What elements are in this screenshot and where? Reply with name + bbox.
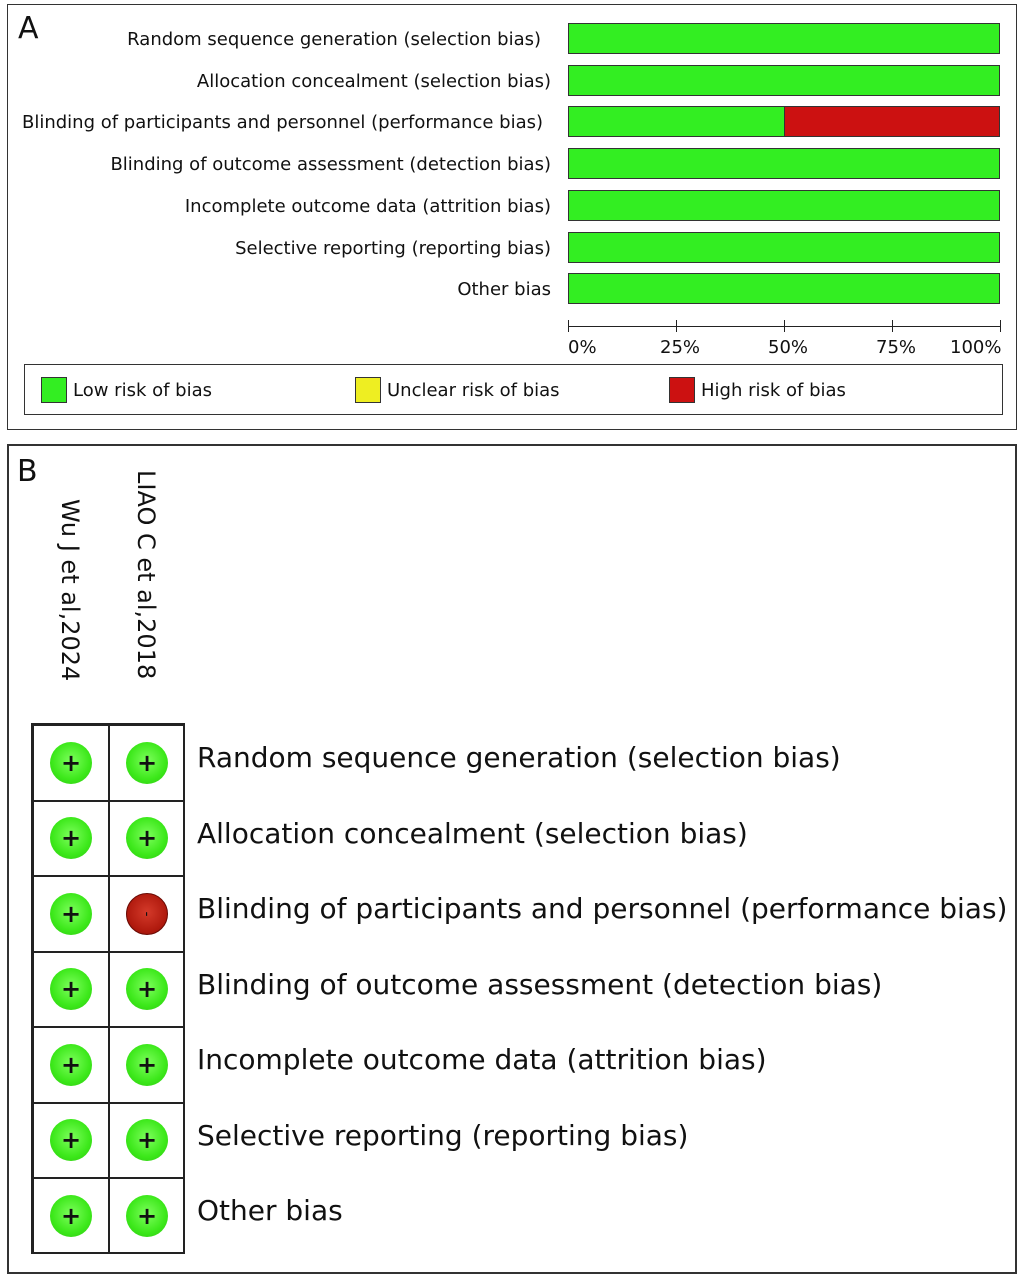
judgement-cell: + xyxy=(33,1102,109,1178)
legend-item: Low risk of bias xyxy=(41,377,212,403)
high-risk-dot: - xyxy=(126,892,168,935)
judgement-symbol: + xyxy=(136,824,158,853)
legend-item: Unclear risk of bias xyxy=(355,377,560,403)
domain-label: Blinding of participants and personnel (… xyxy=(21,112,543,134)
legend-swatch xyxy=(41,377,67,403)
legend-swatch xyxy=(669,377,695,403)
bar-segment-low-risk-of-bias xyxy=(569,149,999,179)
judgement-symbol: + xyxy=(60,1126,82,1155)
domain-label: Blinding of outcome assessment (detectio… xyxy=(110,154,551,176)
domain-label: Incomplete outcome data (attrition bias) xyxy=(197,1043,767,1076)
judgement-cell: + xyxy=(33,1027,109,1103)
domain-label: Other bias xyxy=(457,279,551,301)
low-risk-dot: + xyxy=(50,968,92,1011)
judgement-cell: + xyxy=(33,876,109,952)
low-risk-dot: + xyxy=(50,1119,92,1162)
low-risk-dot: + xyxy=(126,1119,168,1162)
legend: Low risk of bias Unclear risk of bias High… xyxy=(24,364,1003,415)
x-tick-label: 50% xyxy=(768,337,809,358)
judgement-cell: + xyxy=(33,725,109,801)
bar-row xyxy=(568,148,1000,180)
judgement-symbol: + xyxy=(60,748,82,777)
judgement-symbol: + xyxy=(60,824,82,853)
domain-label: Blinding of participants and personnel (… xyxy=(197,892,1008,925)
judgement-symbol: + xyxy=(60,899,82,928)
domain-label: Random sequence generation (selection bi… xyxy=(127,29,541,50)
study-header: LIAO C et al,2018 xyxy=(132,470,160,680)
bar-segment-low-risk-of-bias xyxy=(569,24,999,53)
bar-row xyxy=(568,23,1000,54)
domain-label: Other bias xyxy=(197,1194,343,1227)
bar-segment-low-risk-of-bias xyxy=(569,65,999,95)
legend-label: Low risk of bias xyxy=(73,379,212,401)
domain-label: Random sequence generation (selection bi… xyxy=(197,741,841,774)
judgement-symbol: + xyxy=(60,1050,82,1079)
bar-row xyxy=(568,106,1000,138)
x-tick-label: 75% xyxy=(876,337,917,358)
x-tick-label: 25% xyxy=(660,337,701,358)
domain-label: Allocation concealment (selection bias) xyxy=(197,816,748,850)
judgement-cell: + xyxy=(109,1178,185,1254)
bar-segment-low-risk-of-bias xyxy=(569,274,999,304)
judgement-cell: + xyxy=(109,1027,185,1103)
bar-row xyxy=(568,189,1000,221)
low-risk-dot: + xyxy=(126,968,168,1011)
bar-segment-low-risk-of-bias xyxy=(569,107,784,137)
judgement-symbol: + xyxy=(136,1050,158,1079)
judgement-cell: - xyxy=(109,876,185,952)
judgement-symbol: + xyxy=(136,748,158,777)
judgement-symbol: + xyxy=(136,975,158,1004)
bar-segment-low-risk-of-bias xyxy=(569,232,999,262)
domain-label: Selective reporting (reporting bias) xyxy=(197,1118,689,1152)
judgement-symbol: + xyxy=(136,1201,158,1230)
bar-row xyxy=(568,231,1000,263)
x-tick xyxy=(784,320,785,332)
low-risk-dot: + xyxy=(50,817,92,860)
low-risk-dot: + xyxy=(126,817,168,860)
low-risk-dot: + xyxy=(126,1194,168,1237)
legend-swatch xyxy=(355,377,381,403)
judgement-grid: + + + + + - + + + + + + + + xyxy=(31,723,185,1254)
x-tick-label: 100% xyxy=(950,337,1002,358)
domain-label: Allocation concealment (selection bias) xyxy=(196,70,551,92)
risk-of-bias-summary-chart: A Random sequence generation (selection … xyxy=(7,4,1017,430)
legend-label: High risk of bias xyxy=(701,379,846,401)
legend-item: High risk of bias xyxy=(669,377,846,403)
low-risk-dot: + xyxy=(50,892,92,935)
x-tick xyxy=(676,320,677,332)
domain-label: Blinding of outcome assessment (detectio… xyxy=(197,967,883,1001)
bar-row xyxy=(568,64,1000,96)
low-risk-dot: + xyxy=(126,1043,168,1086)
judgement-cell: + xyxy=(109,725,185,801)
low-risk-dot: + xyxy=(126,741,168,784)
judgement-symbol: + xyxy=(60,1201,82,1230)
panel-letter-b: B xyxy=(17,454,38,489)
judgement-symbol: + xyxy=(136,1126,158,1155)
domain-label: Selective reporting (reporting bias) xyxy=(235,237,551,259)
low-risk-dot: + xyxy=(50,1043,92,1086)
x-tick xyxy=(892,320,893,332)
judgement-symbol: - xyxy=(139,911,155,917)
risk-of-bias-graph: B Wu J et al,2024 LIAO C et al,2018 + + + + +… xyxy=(7,444,1017,1274)
x-tick xyxy=(1000,320,1001,332)
judgement-cell: + xyxy=(109,951,185,1027)
judgement-cell: + xyxy=(33,1178,109,1254)
judgement-cell: + xyxy=(109,800,185,876)
low-risk-dot: + xyxy=(50,1194,92,1237)
judgement-cell: + xyxy=(33,951,109,1027)
x-tick-label: 0% xyxy=(568,337,597,358)
low-risk-dot: + xyxy=(50,741,92,784)
judgement-cell: + xyxy=(109,1102,185,1178)
judgement-symbol: + xyxy=(60,975,82,1004)
panel-letter-a: A xyxy=(18,11,39,46)
judgement-cell: + xyxy=(33,800,109,876)
bar-segment-high-risk-of-bias xyxy=(783,107,999,137)
bar-segment-low-risk-of-bias xyxy=(569,190,999,220)
legend-label: Unclear risk of bias xyxy=(387,379,560,401)
x-tick xyxy=(568,320,569,332)
bar-row xyxy=(568,273,1000,305)
domain-label: Incomplete outcome data (attrition bias) xyxy=(184,195,551,217)
study-header: Wu J et al,2024 xyxy=(56,499,84,682)
